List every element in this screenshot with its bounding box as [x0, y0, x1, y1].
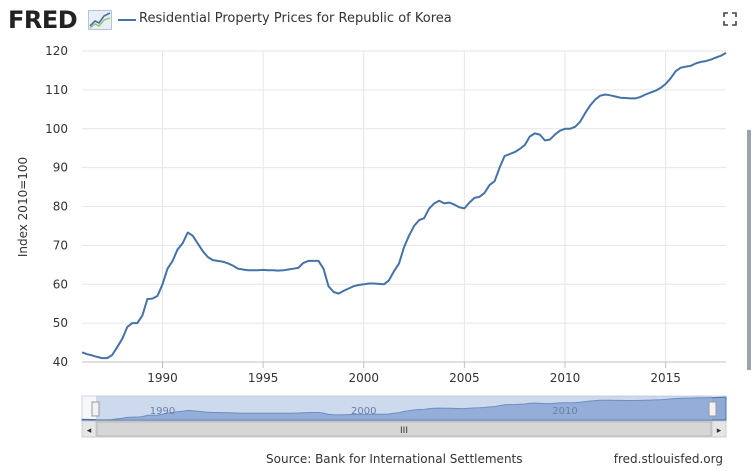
scrollbar-left-arrow-icon: ◂ — [87, 426, 92, 436]
y-tick-label-4: 80 — [53, 200, 68, 214]
navigator-selection-mask[interactable] — [96, 396, 712, 420]
x-axis-ticks: 1990 1995 2000 2005 2010 2015 — [147, 362, 681, 385]
scrollbar-grip-icon: III — [400, 426, 408, 436]
source-credit: Source: Bank for International Settlemen… — [266, 452, 523, 466]
y-tick-label-1: 50 — [53, 316, 68, 330]
navigator-tick-labels: 1990 2000 2010 — [150, 406, 578, 417]
y-tick-label-0: 40 — [53, 355, 68, 369]
y-tick-label-2: 60 — [53, 277, 68, 291]
legend-series-line — [118, 19, 136, 21]
fred-logo[interactable]: FRED — [8, 6, 78, 34]
y-tick-label-8: 120 — [45, 44, 68, 58]
series-line — [81, 52, 727, 360]
x-tick-label-4: 2010 — [550, 371, 581, 385]
chart-title: Residential Property Prices for Republic… — [139, 11, 452, 26]
y-axis-ticks: 40 50 60 70 80 90 100 110 120 — [45, 44, 68, 369]
scrollbar-right-arrow-icon: ▸ — [717, 426, 722, 436]
site-link[interactable]: fred.stlouisfed.org — [613, 452, 723, 466]
fred-graph-icon — [88, 10, 112, 30]
x-tick-label-3: 2005 — [449, 371, 480, 385]
scrollbar-left-button[interactable] — [81, 420, 97, 438]
x-tick-label-5: 2015 — [650, 371, 681, 385]
navigator: 1990 2000 2010 ◂ ▸ III — [81, 395, 727, 438]
scrollbar-thumb[interactable] — [96, 421, 712, 437]
y-tick-label-5: 90 — [53, 161, 68, 175]
navigator-tick-label-1: 2000 — [351, 406, 376, 417]
chart-header: FRED Residential Property Prices for Rep… — [0, 0, 751, 40]
y-axis-label: Index 2010=100 — [16, 157, 30, 257]
navigator-series-area — [81, 396, 727, 421]
navigator-tick-label-0: 1990 — [150, 406, 175, 417]
scrollbar-right-button[interactable] — [711, 420, 727, 438]
y-tick-label-6: 100 — [45, 122, 68, 136]
navigator-handle-left[interactable] — [91, 401, 100, 417]
x-tick-label-1: 1995 — [248, 371, 279, 385]
x-tick-label-0: 1990 — [147, 371, 178, 385]
navigator-handle-right[interactable] — [708, 401, 717, 417]
series-group — [81, 52, 727, 360]
y-tick-label-3: 70 — [53, 238, 68, 252]
x-tick-label-2: 2000 — [348, 371, 379, 385]
grid-lines — [82, 50, 726, 363]
y-tick-label-7: 110 — [45, 83, 68, 97]
page-scrollbar-edge[interactable] — [747, 130, 751, 370]
fullscreen-icon[interactable] — [723, 12, 737, 26]
navigator-tick-label-2: 2010 — [552, 406, 577, 417]
